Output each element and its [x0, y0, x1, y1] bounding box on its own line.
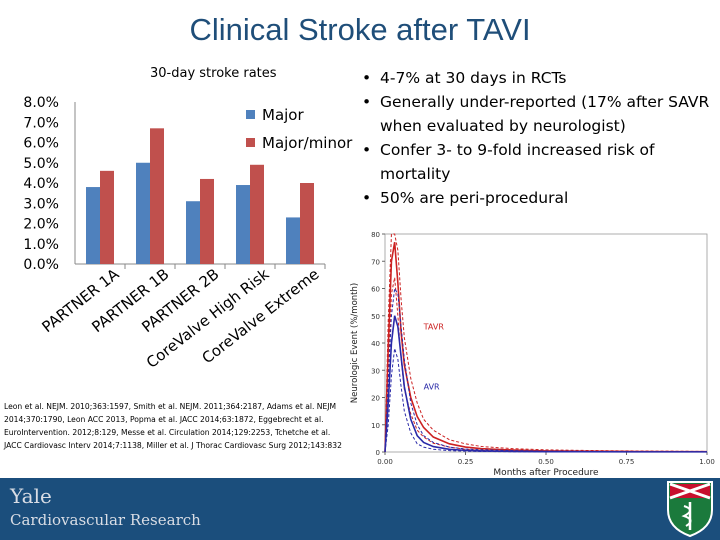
legend-swatch [246, 138, 255, 147]
footer-subtitle: Cardiovascular Research [10, 511, 201, 529]
avr-ci-upper [384, 286, 707, 453]
bar-major-minor [200, 178, 214, 264]
curve-y-tick-label: 0 [376, 449, 380, 457]
legend-label: Major [262, 106, 304, 124]
footer-logo-text: Yale [10, 484, 52, 508]
curve-y-tick-label: 80 [371, 231, 380, 239]
bar-major-minor [150, 128, 164, 264]
bar-y-tick-label: 8.0% [23, 95, 59, 111]
bullet-item: 50% are peri-procedural [362, 186, 720, 210]
bar-y-tick-label: 2.0% [23, 217, 59, 233]
curve-plot-frame [384, 233, 708, 453]
legend-swatch [246, 110, 255, 119]
curve-y-tick-label: 60 [371, 286, 380, 294]
citation-text: Leon et al. NEJM. 2010;363:1597, Smith e… [4, 402, 342, 450]
curve-x-tick-label: 0.50 [538, 458, 554, 466]
curve-x-axis-label: Months after Procedure [493, 468, 599, 477]
bar-y-tick-label: 1.0% [23, 237, 59, 253]
bar-y-tick-label: 0.0% [23, 257, 59, 273]
curve-y-tick-label: 70 [371, 258, 380, 266]
curve-x-tick-label: 0.00 [377, 458, 393, 466]
bar-chart-title: 30-day stroke rates [150, 66, 277, 81]
bar-major-minor [300, 183, 314, 264]
bar-y-tick-label: 7.0% [23, 115, 59, 131]
curve-x-tick-label: 1.00 [699, 458, 715, 466]
slide-title: Clinical Stroke after TAVI [189, 12, 531, 47]
bar-major [136, 162, 150, 264]
bar-major [86, 187, 100, 264]
bullet-item: Confer 3- to 9-fold increased risk of mo… [362, 138, 720, 186]
tavr-curve [384, 242, 707, 453]
bar-major-minor [100, 170, 114, 264]
curve-y-tick-label: 30 [371, 367, 380, 375]
curve-x-tick-label: 0.75 [619, 458, 635, 466]
yale-shield-icon [667, 481, 713, 538]
curve-y-tick-label: 40 [371, 340, 380, 348]
bullet-item: 4-7% at 30 days in RCTs [362, 66, 720, 90]
tavr-label: TAVR [423, 322, 445, 331]
bullet-item: Generally under-reported (17% after SAVR… [362, 90, 720, 138]
bar-major-minor [250, 164, 264, 264]
legend-label: Major/minor [262, 134, 353, 152]
avr-label: AVR [424, 382, 440, 391]
curve-y-axis-label: Neurologic Event (%/month) [350, 283, 360, 403]
curve-y-tick-label: 20 [371, 395, 380, 403]
bar-y-tick-label: 5.0% [23, 156, 59, 172]
curve-y-tick-label: 10 [371, 422, 380, 430]
curve-x-tick-label: 0.25 [458, 458, 474, 466]
avr-curve [384, 315, 707, 453]
bar-major [286, 217, 300, 264]
avr-ci-lower [384, 348, 707, 453]
footer-bar: Yale Cardiovascular Research [0, 478, 720, 540]
curve-y-tick-label: 50 [371, 313, 380, 321]
bar-y-tick-label: 4.0% [23, 176, 59, 192]
tavr-ci-lower [384, 277, 707, 453]
bar-y-tick-label: 6.0% [23, 136, 59, 152]
tavr-ci-upper [384, 233, 708, 453]
bar-chart: 0.0%1.0%2.0%3.0%4.0%5.0%6.0%7.0%8.0% PAR… [23, 95, 353, 372]
neuro-event-chart: 0 10 20 30 40 50 60 70 80 0.00 0.25 0.50 0.75 1.00 Mon… [347, 222, 717, 477]
bar-y-tick-label: 3.0% [23, 196, 59, 212]
bar-major [236, 185, 250, 264]
bar-major [186, 201, 200, 264]
bullet-list: 4-7% at 30 days in RCTs Generally under-… [362, 66, 720, 210]
